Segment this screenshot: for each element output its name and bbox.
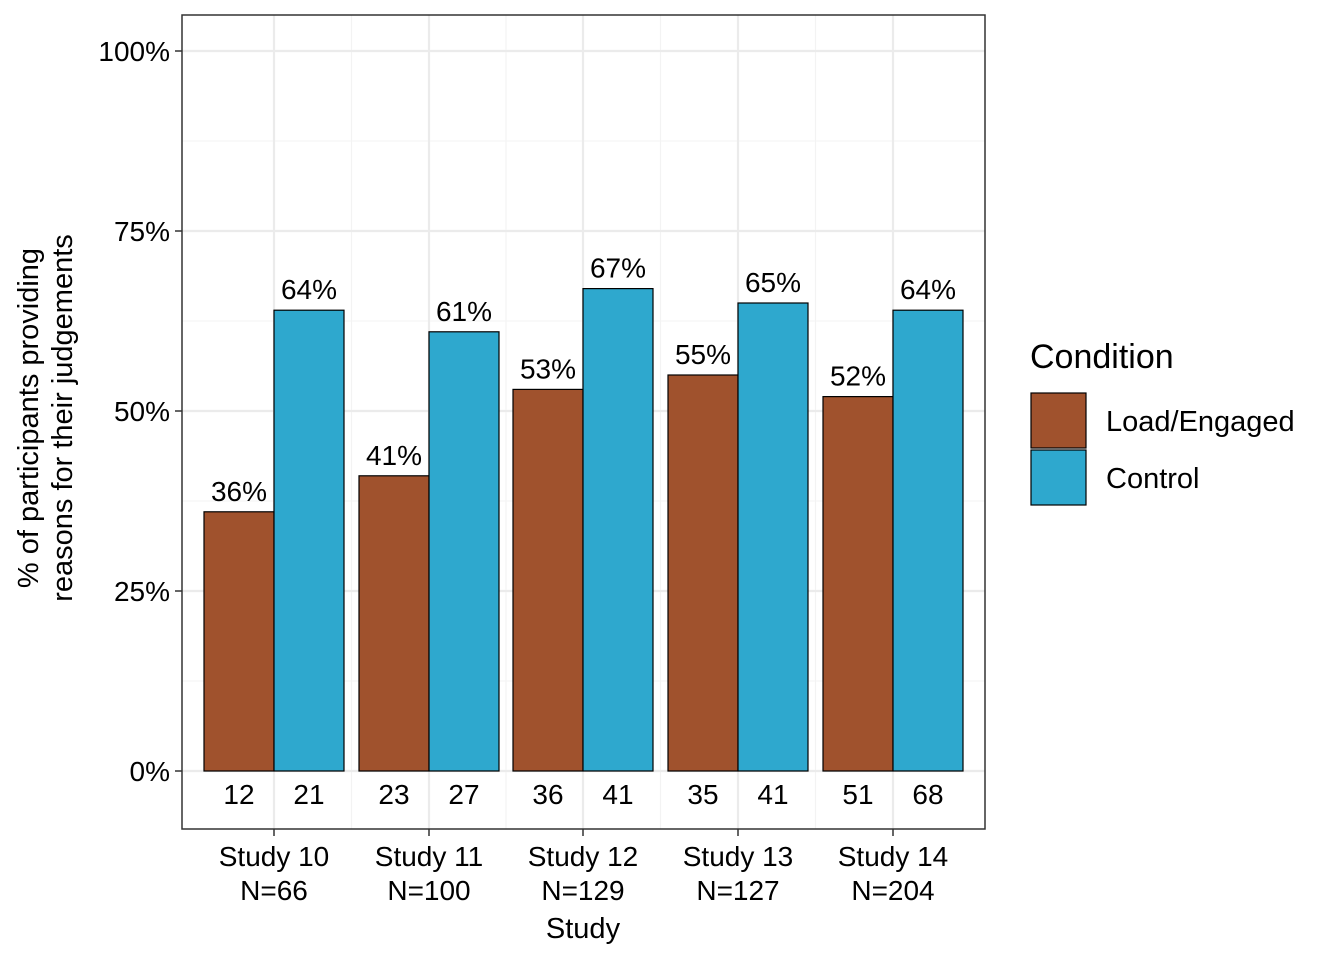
x-tick-label-n: N=66: [240, 875, 308, 906]
bar-value-label: 64%: [900, 274, 956, 305]
bar-value-label: 65%: [745, 267, 801, 298]
count-label: 27: [448, 779, 479, 810]
x-tick-label-study: Study 10: [219, 841, 330, 872]
bar-value-label: 55%: [675, 339, 731, 370]
bar-control-5: [892, 309, 964, 772]
bar-control-2: [428, 331, 500, 772]
bar-value-label: 36%: [211, 476, 267, 507]
legend-label: Control: [1106, 463, 1200, 495]
bar-control-3: [582, 288, 654, 772]
y-tick-label: 50%: [114, 396, 170, 427]
legend: Condition Load/Engaged Control: [1030, 338, 1295, 506]
bars: [203, 288, 964, 772]
y-tick-label: 0%: [130, 756, 170, 787]
bar-value-label: 53%: [520, 353, 576, 384]
x-tick-label-n: N=100: [387, 875, 470, 906]
count-label: 36: [532, 779, 563, 810]
bar-control-4: [737, 302, 809, 772]
y-tick-label: 100%: [98, 36, 170, 67]
count-label: 21: [293, 779, 324, 810]
x-tick-label-study: Study 12: [528, 841, 639, 872]
count-label: 68: [912, 779, 943, 810]
y-axis-title-line1: % of participants providing: [13, 248, 45, 588]
bar-value-label: 52%: [830, 361, 886, 392]
count-label: 41: [602, 779, 633, 810]
legend-key-load-engaged: [1030, 392, 1087, 449]
bar-value-labels: 36% 41% 53% 55% 52% 64% 61% 67% 65% 64%: [211, 253, 956, 507]
legend-key-control: [1030, 449, 1087, 506]
legend-label: Load/Engaged: [1106, 406, 1295, 438]
bar-value-label: 41%: [366, 440, 422, 471]
y-tick-label: 25%: [114, 576, 170, 607]
count-label: 51: [842, 779, 873, 810]
y-axis: 0% 25% 50% 75% 100%: [98, 36, 182, 787]
count-label: 41: [757, 779, 788, 810]
count-labels: 12 23 36 35 51 21 27 41 41 68: [223, 779, 943, 810]
x-axis: Study 10N=66 Study 11N=100 Study 12N=129 St…: [219, 829, 949, 906]
bar-value-label: 61%: [436, 296, 492, 327]
bar-load-engaged-3: [512, 388, 584, 772]
x-tick-label-n: N=127: [696, 875, 779, 906]
x-tick-label-n: N=129: [541, 875, 624, 906]
y-axis-title-line2: reasons for their judgements: [47, 234, 79, 602]
y-tick-label: 75%: [114, 216, 170, 247]
x-tick-label-study: Study 13: [683, 841, 794, 872]
bar-load-engaged-2: [358, 475, 430, 772]
x-axis-title: Study: [546, 913, 621, 945]
bar-load-engaged-4: [667, 374, 739, 772]
legend-title: Condition: [1030, 338, 1174, 376]
bar-load-engaged-5: [822, 396, 894, 772]
bar-value-label: 67%: [590, 253, 646, 284]
count-label: 35: [687, 779, 718, 810]
x-tick-label-study: Study 11: [375, 841, 483, 872]
x-tick-label-n: N=204: [851, 875, 934, 906]
count-label: 23: [378, 779, 409, 810]
bar-load-engaged-1: [203, 511, 275, 772]
x-tick-label-study: Study 14: [838, 841, 949, 872]
count-label: 12: [223, 779, 254, 810]
bar-value-label: 64%: [281, 274, 337, 305]
bar-control-1: [273, 309, 345, 772]
